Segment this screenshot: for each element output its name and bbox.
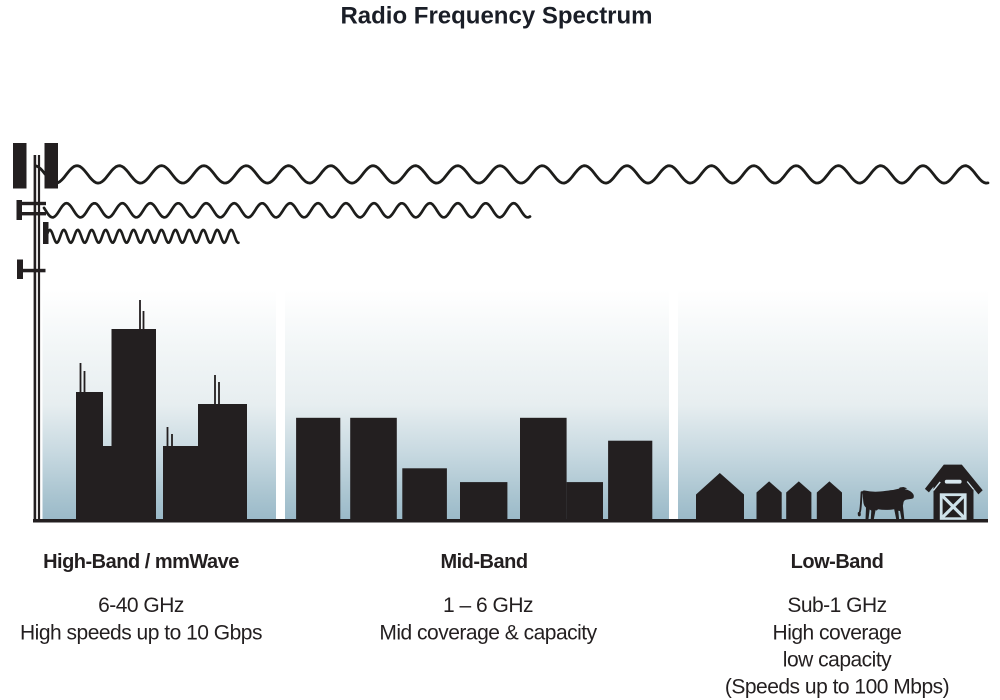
svg-text:low capacity: low capacity [783, 649, 892, 672]
svg-text:Sub-1 GHz: Sub-1 GHz [787, 594, 886, 617]
svg-text:High coverage: High coverage [773, 622, 902, 645]
svg-text:1 – 6 GHz: 1 – 6 GHz [443, 594, 533, 617]
svg-text:Low-Band: Low-Band [791, 551, 884, 573]
svg-text:(Speeds up to 100 Mbps): (Speeds up to 100 Mbps) [725, 676, 949, 699]
svg-text:High speeds up to 10 Gbps: High speeds up to 10 Gbps [20, 622, 262, 645]
svg-text:Mid coverage & capacity: Mid coverage & capacity [379, 622, 597, 645]
svg-text:Radio Frequency Spectrum: Radio Frequency Spectrum [340, 3, 652, 30]
svg-text:Mid-Band: Mid-Band [440, 551, 527, 573]
svg-text:6-40 GHz: 6-40 GHz [98, 594, 184, 617]
svg-text:High-Band / mmWave: High-Band / mmWave [43, 551, 239, 573]
